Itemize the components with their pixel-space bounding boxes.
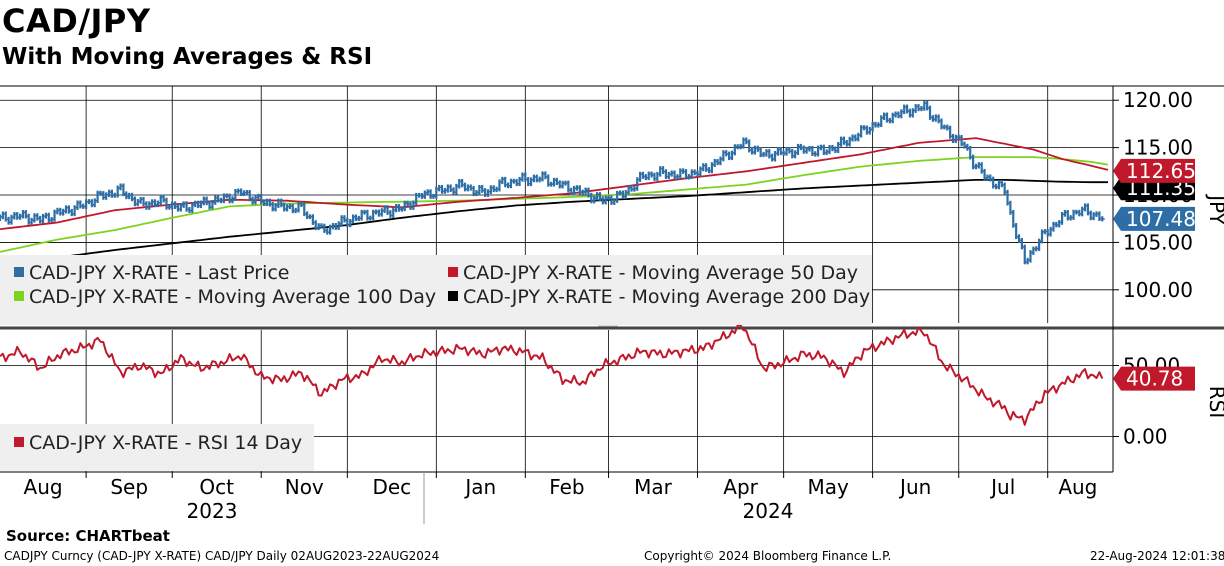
y-tick-label: 0.00 xyxy=(1123,425,1168,449)
y-axis-title-jpy: JPY xyxy=(1205,193,1224,226)
axis-labels: Aug Sep Oct Nov Dec Jan Feb Mar Apr May Jun Jul Aug 2… xyxy=(24,88,1193,523)
y-tick-label: 115.00 xyxy=(1123,136,1193,160)
ma100-series xyxy=(0,156,1109,253)
y-tick-label: 100.00 xyxy=(1123,278,1193,302)
y-axis-title-rsi: RSI xyxy=(1205,386,1224,419)
x-tick-label: Nov xyxy=(285,475,324,499)
legend-swatch xyxy=(448,291,458,301)
rsi-legend-box xyxy=(0,424,314,471)
legend-swatch xyxy=(14,437,24,447)
ticker-info: CADJPY Curncy (CAD-JPY X-RATE) CAD/JPY D… xyxy=(4,549,440,563)
rsi-badge-bg xyxy=(1113,366,1195,391)
ma100-line xyxy=(0,156,1109,253)
legend-label: CAD-JPY X-RATE - Moving Average 100 Day xyxy=(29,286,436,308)
source-label: Source: CHARTbeat xyxy=(6,527,170,545)
x-tick-label: Jan xyxy=(463,475,496,499)
year-label: 2024 xyxy=(743,499,794,523)
price-series xyxy=(0,100,1105,265)
ma50-badge-bg xyxy=(1113,158,1195,183)
x-tick-label: Jun xyxy=(898,475,931,499)
x-tick-label: May xyxy=(807,475,849,499)
y-tick-label: 105.00 xyxy=(1123,230,1193,254)
timestamp: 22-Aug-2024 12:01:38 xyxy=(1090,549,1224,563)
rsi-line xyxy=(0,324,1104,426)
x-tick-label: Feb xyxy=(549,475,584,499)
legend: CAD-JPY X-RATE - Last Price CAD-JPY X-RAT… xyxy=(14,262,870,454)
price-badge-text: 107.48 xyxy=(1126,207,1196,231)
chart-title: CAD/JPY xyxy=(2,2,151,40)
x-tick-label: Dec xyxy=(372,475,411,499)
legend-label: CAD-JPY X-RATE - Moving Average 200 Day xyxy=(463,286,870,308)
price-legend-box xyxy=(0,255,872,325)
chart-subtitle: With Moving Averages & RSI xyxy=(2,44,373,70)
x-tick-label: Oct xyxy=(199,475,234,499)
x-tick-label: Aug xyxy=(24,475,63,499)
copyright: Copyright© 2024 Bloomberg Finance L.P. xyxy=(644,549,892,563)
price-badge-bg xyxy=(1113,206,1195,231)
legend-swatch xyxy=(448,267,458,277)
ma200-series xyxy=(0,178,1108,266)
x-tick-label: Jul xyxy=(989,475,1015,499)
x-tick-label: Sep xyxy=(110,475,148,499)
year-label: 2023 xyxy=(187,499,238,523)
legend-label: CAD-JPY X-RATE - Last Price xyxy=(29,262,290,284)
legend-swatch xyxy=(14,267,24,277)
legend-swatch xyxy=(14,291,24,301)
x-tick-label: Aug xyxy=(1058,475,1097,499)
x-tick-label: Apr xyxy=(723,475,758,499)
ma50-badge-text: 112.65 xyxy=(1126,159,1196,183)
legend-label: CAD-JPY X-RATE - RSI 14 Day xyxy=(29,432,302,454)
ma200-line xyxy=(0,178,1108,266)
y-tick-label: 120.00 xyxy=(1123,88,1193,112)
x-tick-label: Mar xyxy=(634,475,673,499)
rsi-series xyxy=(0,324,1104,426)
legend-label: CAD-JPY X-RATE - Moving Average 50 Day xyxy=(463,262,858,284)
rsi-badge-text: 40.78 xyxy=(1126,367,1183,391)
